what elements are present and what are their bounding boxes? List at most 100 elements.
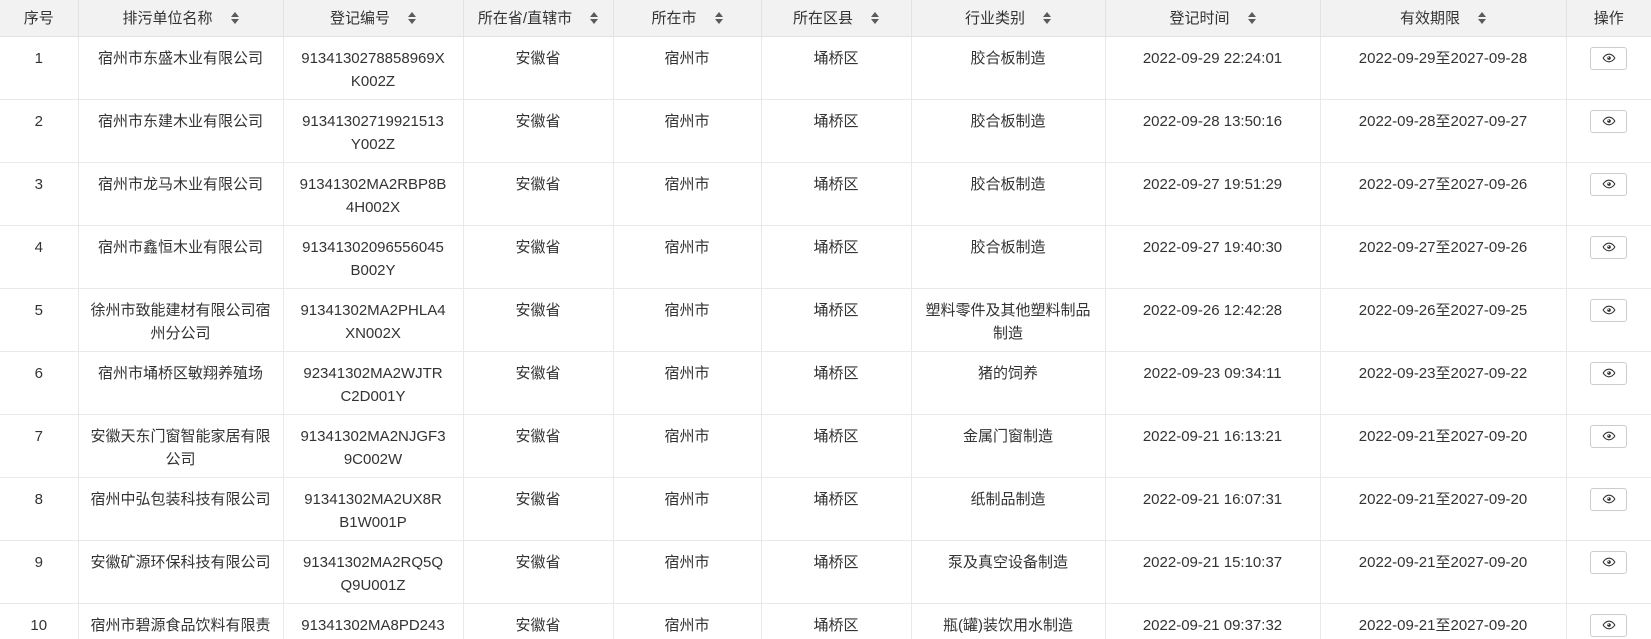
table-header-row: 序号 排污单位名称 登记编号 所在省/直辖市 所在市 所在区县 行业类别 登记时间 有效期限 操作	[0, 0, 1651, 37]
sort-icon[interactable]	[1247, 11, 1256, 24]
eye-icon	[1602, 242, 1616, 252]
cell-district: 埇桥区	[760, 224, 912, 289]
cell-reg_no: 91341302MA2RQ5QQ9U001Z	[282, 539, 464, 604]
action-cell	[1565, 287, 1651, 352]
cell-name: 宿州市东建木业有限公司	[77, 98, 284, 163]
cell-city: 宿州市	[612, 35, 762, 100]
cell-industry: 泵及真空设备制造	[910, 539, 1106, 604]
cell-industry: 胶合板制造	[910, 161, 1106, 226]
cell-reg_time: 2022-09-27 19:40:30	[1104, 224, 1321, 289]
cell-province: 安徽省	[462, 476, 614, 541]
sort-icon[interactable]	[230, 11, 239, 24]
cell-name: 宿州市碧源食品饮料有限责任公司	[77, 602, 284, 639]
cell-index: 2	[0, 98, 79, 163]
column-header-city[interactable]: 所在市	[612, 0, 762, 37]
view-button[interactable]	[1590, 613, 1628, 637]
sort-asc-arrow	[1247, 11, 1256, 17]
view-button[interactable]	[1590, 46, 1628, 70]
action-cell	[1565, 476, 1651, 541]
cell-city: 宿州市	[612, 161, 762, 226]
sort-icon[interactable]	[590, 11, 599, 24]
sort-icon[interactable]	[1478, 11, 1486, 24]
eye-icon	[1602, 53, 1616, 63]
cell-city: 宿州市	[612, 476, 762, 541]
table-row: 2 宿州市东建木业有限公司 91341302719921513Y002Z 安徽省 宿州市…	[0, 98, 1651, 163]
column-header-industry[interactable]: 行业类别	[910, 0, 1106, 37]
cell-index: 10	[0, 602, 79, 639]
eye-icon	[1602, 431, 1616, 441]
action-cell	[1565, 350, 1651, 415]
sort-asc-arrow	[230, 11, 239, 17]
view-button[interactable]	[1590, 172, 1628, 196]
cell-reg_no: 92341302MA2WJTRC2D001Y	[282, 350, 464, 415]
action-cell	[1565, 161, 1651, 226]
cell-reg_time: 2022-09-26 12:42:28	[1104, 287, 1321, 352]
column-label-district: 所在区县	[792, 10, 853, 28]
column-label-action: 操作	[1593, 10, 1624, 28]
eye-icon	[1602, 368, 1616, 378]
sort-icon[interactable]	[871, 11, 879, 24]
cell-index: 6	[0, 350, 79, 415]
view-button[interactable]	[1590, 235, 1628, 259]
cell-name: 宿州市龙马木业有限公司	[77, 161, 284, 226]
table-row: 6 宿州市埇桥区敏翔养殖场 92341302MA2WJTRC2D001Y 安徽省 宿州市…	[0, 350, 1651, 415]
sort-icon[interactable]	[714, 11, 723, 24]
view-button[interactable]	[1590, 424, 1628, 448]
cell-city: 宿州市	[612, 98, 762, 163]
view-button[interactable]	[1590, 109, 1628, 133]
cell-index: 1	[0, 35, 79, 100]
cell-validity: 2022-09-21至2027-09-20	[1319, 413, 1567, 478]
view-button[interactable]	[1590, 550, 1628, 574]
sort-asc-arrow	[1478, 11, 1486, 17]
view-button[interactable]	[1590, 298, 1628, 322]
cell-reg_time: 2022-09-27 19:51:29	[1104, 161, 1321, 226]
column-header-reg_no[interactable]: 登记编号	[282, 0, 464, 37]
sort-icon[interactable]	[1043, 11, 1051, 24]
cell-industry: 纸制品制造	[910, 476, 1106, 541]
table-row: 8 宿州中弘包装科技有限公司 91341302MA2UX8RB1W001P 安徽省 宿州…	[0, 476, 1651, 541]
sort-asc-arrow	[408, 11, 416, 17]
table-row: 10宿州市碧源食品饮料有限责任公司91341302MA8PD2430X001W安…	[0, 602, 1651, 639]
cell-name: 徐州市致能建材有限公司宿州分公司	[77, 287, 284, 352]
column-header-index: 序号	[0, 0, 79, 37]
column-header-validity[interactable]: 有效期限	[1319, 0, 1567, 37]
column-header-action: 操作	[1565, 0, 1651, 37]
cell-city: 宿州市	[612, 539, 762, 604]
sort-asc-arrow	[1043, 11, 1051, 17]
table-row: 4 宿州市鑫恒木业有限公司 91341302096556045B002Y 安徽省 宿州市…	[0, 224, 1651, 289]
cell-index: 5	[0, 287, 79, 352]
column-header-name[interactable]: 排污单位名称	[77, 0, 284, 37]
action-cell	[1565, 35, 1651, 100]
cell-industry: 胶合板制造	[910, 224, 1106, 289]
cell-reg_time: 2022-09-23 09:34:11	[1104, 350, 1321, 415]
sort-desc-arrow	[230, 18, 239, 24]
action-cell	[1565, 98, 1651, 163]
cell-province: 安徽省	[462, 98, 614, 163]
cell-reg_no: 91341302719921513Y002Z	[282, 98, 464, 163]
table-row: 3 宿州市龙马木业有限公司 91341302MA2RBP8B4H002X 安徽省 宿州市…	[0, 161, 1651, 226]
cell-index: 9	[0, 539, 79, 604]
column-label-reg_no: 登记编号	[329, 10, 390, 28]
cell-reg_no: 91341302MA2PHLA4XN002X	[282, 287, 464, 352]
column-header-reg_time[interactable]: 登记时间	[1104, 0, 1321, 37]
cell-name: 宿州中弘包装科技有限公司	[77, 476, 284, 541]
cell-reg_time: 2022-09-29 22:24:01	[1104, 35, 1321, 100]
table-row: 9 安徽矿源环保科技有限公司 91341302MA2RQ5QQ9U001Z 安徽省 宿州…	[0, 539, 1651, 604]
table-row: 1 宿州市东盛木业有限公司 9134130278858969XK002Z 安徽省 宿州市…	[0, 35, 1651, 100]
cell-name: 宿州市鑫恒木业有限公司	[77, 224, 284, 289]
cell-index: 8	[0, 476, 79, 541]
table-body: 1 宿州市东盛木业有限公司 9134130278858969XK002Z 安徽省 宿州市…	[0, 35, 1651, 639]
cell-province: 安徽省	[462, 287, 614, 352]
view-button[interactable]	[1590, 361, 1628, 385]
cell-district: 埇桥区	[760, 287, 912, 352]
cell-reg_no: 91341302MA2NJGF39C002W	[282, 413, 464, 478]
cell-name: 安徽天东门窗智能家居有限公司	[77, 413, 284, 478]
cell-city: 宿州市	[612, 413, 762, 478]
sort-icon[interactable]	[408, 11, 416, 24]
view-button[interactable]	[1590, 487, 1628, 511]
column-label-province: 所在省/直辖市	[477, 10, 573, 28]
cell-city: 宿州市	[612, 350, 762, 415]
column-header-district[interactable]: 所在区县	[760, 0, 912, 37]
cell-industry: 金属门窗制造	[910, 413, 1106, 478]
column-header-province[interactable]: 所在省/直辖市	[462, 0, 614, 37]
